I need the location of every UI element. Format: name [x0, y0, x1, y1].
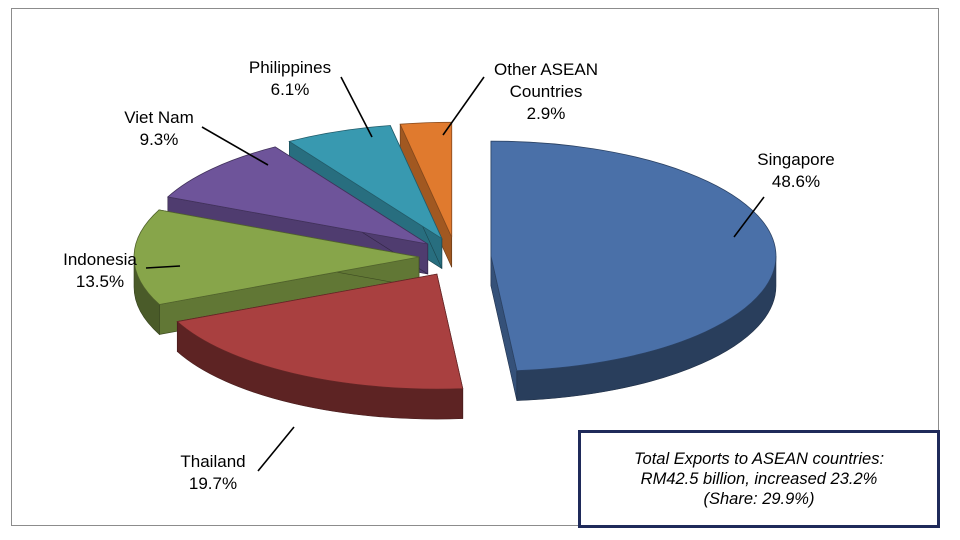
pie-chart: Singapore 48.6% Thailand 19.7% Indonesia 13.5…	[63, 58, 835, 493]
leader-line	[257, 426, 295, 472]
label-group-1: Thailand 19.7%	[180, 426, 295, 493]
slice-name-label: Countries	[510, 82, 583, 101]
slice-name-label: Indonesia	[63, 250, 137, 269]
leader-line	[201, 126, 269, 166]
leader-line	[442, 76, 485, 136]
slice-value-label: 19.7%	[189, 474, 237, 493]
slice-top	[490, 140, 777, 372]
slice-thailand	[176, 273, 464, 420]
leader-line	[145, 265, 181, 269]
slice-value-label: 2.9%	[527, 104, 566, 123]
slice-top	[288, 125, 443, 240]
label-group-0: Singapore 48.6%	[733, 150, 835, 238]
summary-box: Total Exports to ASEAN countries: RM42.5…	[578, 430, 940, 528]
slice-singapore	[490, 140, 777, 401]
slice-top	[133, 209, 420, 305]
slice-name-label: Thailand	[180, 452, 245, 471]
slice-value-label: 48.6%	[772, 172, 820, 191]
slice-name-label: Philippines	[249, 58, 331, 77]
slice-top	[166, 146, 429, 245]
slice-value-label: 6.1%	[271, 80, 310, 99]
slice-top	[176, 273, 464, 390]
slice-name-label: Other ASEAN	[494, 60, 598, 79]
chart-frame: Singapore 48.6% Thailand 19.7% Indonesia 13.5…	[11, 8, 940, 528]
summary-line-1: Total Exports to ASEAN countries:	[633, 450, 885, 468]
slice-name-label: Viet Nam	[124, 108, 194, 127]
label-group-3: Viet Nam 9.3%	[124, 108, 269, 166]
label-group-4: Philippines 6.1%	[249, 58, 373, 138]
slice-name-label: Singapore	[757, 150, 835, 169]
slice-value-label: 9.3%	[140, 130, 179, 149]
summary-line-3: (Share: 29.9%)	[703, 490, 815, 508]
leader-line	[733, 196, 765, 238]
label-group-2: Indonesia 13.5%	[63, 250, 181, 291]
leader-line	[340, 76, 373, 138]
summary-line-2: RM42.5 billion, increased 23.2%	[640, 470, 878, 488]
slice-value-label: 13.5%	[76, 272, 124, 291]
label-group-5: Other ASEAN Countries 2.9%	[442, 60, 598, 136]
